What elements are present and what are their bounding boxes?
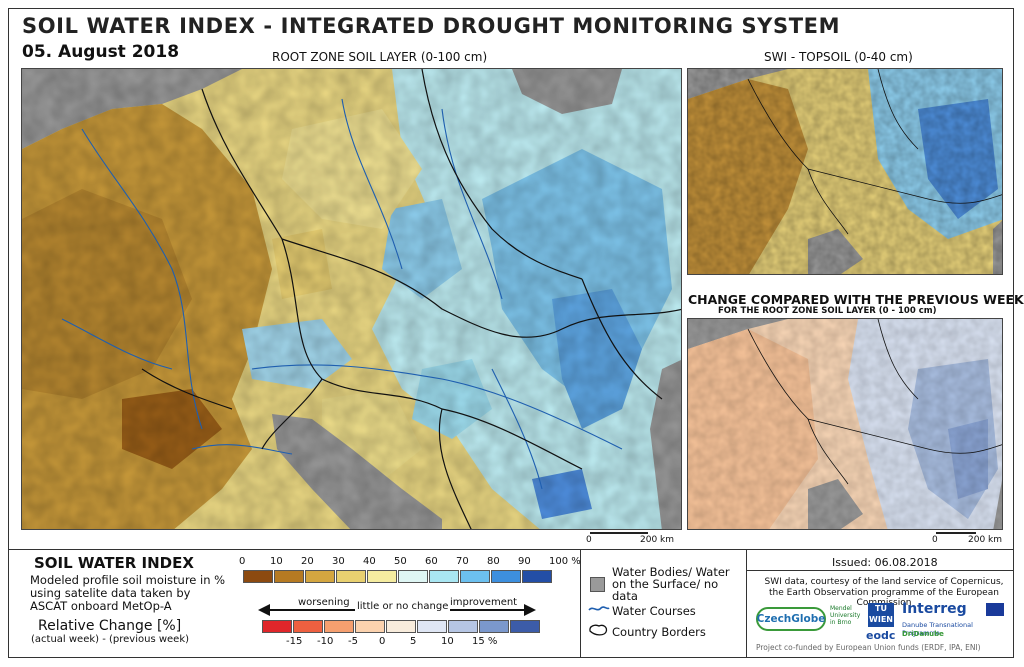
czechglobe-logo: CzechGlobe (756, 607, 826, 631)
swi-swatch-5 (398, 570, 428, 583)
eu-flag-icon (986, 603, 1004, 616)
swi-tick: 0 (239, 556, 246, 567)
change-map-sublabel: FOR THE ROOT ZONE SOIL LAYER (0 - 100 cm… (718, 306, 937, 316)
swi-swatch-9 (522, 570, 552, 583)
swi-tick: 100 % (549, 556, 581, 567)
improvement-label: improvement (448, 597, 520, 609)
swi-legend-title: SOIL WATER INDEX (34, 554, 194, 572)
change-swatch-2 (324, 620, 354, 633)
main-swi-map (21, 68, 682, 530)
change-swatch-7 (479, 620, 509, 633)
change-color-scale (262, 620, 541, 633)
water-bodies-label: Water Bodies/ Water on the Surface/ no d… (612, 565, 730, 603)
funding-note: Project co-funded by European Union fund… (756, 643, 981, 652)
country-borders-label: Country Borders (612, 625, 706, 639)
swi-swatch-4 (367, 570, 397, 583)
dridanube-logo: DriDanube (902, 630, 944, 638)
swi-tick: 60 (425, 556, 438, 567)
water-courses-icon (588, 606, 610, 611)
change-tick: 10 (441, 636, 454, 647)
swi-swatch-0 (243, 570, 273, 583)
swi-swatch-6 (429, 570, 459, 583)
czechglobe-logo-text: CzechGlobe (756, 613, 826, 625)
figure-frame (8, 8, 1014, 658)
issued-date: Issued: 06.08.2018 (832, 556, 938, 569)
relative-change-title: Relative Change [%] (38, 618, 182, 634)
topsoil-map-label: SWI - TOPSOIL (0-40 cm) (764, 50, 913, 64)
mendel-logo: Mendel University in Brno (830, 605, 861, 626)
change-swatch-5 (417, 620, 447, 633)
topsoil-swi-map (687, 68, 1003, 275)
change-swatch-3 (355, 620, 385, 633)
worsening-label: worsening (296, 597, 352, 609)
water-bodies-swatch (590, 577, 605, 592)
change-tick: 0 (379, 636, 386, 647)
change-tick: -15 (286, 636, 303, 647)
change-swatch-8 (510, 620, 540, 633)
change-swatch-1 (293, 620, 323, 633)
change-tick: -5 (348, 636, 358, 647)
swi-tick: 50 (394, 556, 407, 567)
change-tick: 15 % (472, 636, 498, 647)
eodc-logo: eodc (866, 629, 896, 642)
info-divider (746, 549, 747, 658)
no-change-label: little or no change (355, 601, 451, 613)
country-borders-icon (589, 624, 608, 636)
swi-tick: 20 (301, 556, 314, 567)
partner-logos: CzechGlobe Mendel University in Brno TU … (754, 597, 1012, 643)
swi-swatch-1 (274, 570, 304, 583)
change-swatch-0 (262, 620, 292, 633)
change-scalebar-zero: 0 (932, 535, 938, 545)
change-map-label: CHANGE COMPARED WITH THE PREVIOUS WEEK (688, 292, 1024, 307)
swi-tick: 40 (363, 556, 376, 567)
change-scalebar-distance: 200 km (968, 535, 1003, 545)
swi-tick: 80 (487, 556, 500, 567)
main-scalebar-zero: 0 (586, 535, 592, 545)
tu-wien-logo: TU WIEN (868, 603, 894, 627)
swi-tick: 90 (518, 556, 531, 567)
map-date: 05. August 2018 (22, 42, 180, 62)
swi-legend-description: Modeled profile soil moisture in % using… (30, 573, 226, 613)
swi-tick: 30 (332, 556, 345, 567)
water-courses-label: Water Courses (612, 604, 696, 618)
interreg-logo: Interreg (902, 601, 967, 617)
swi-tick: 70 (456, 556, 469, 567)
page-title: SOIL WATER INDEX - INTEGRATED DROUGHT MO… (22, 14, 841, 38)
legend-divider (580, 549, 581, 658)
swi-swatch-7 (460, 570, 490, 583)
legend-panel (8, 549, 1014, 658)
change-tick: -10 (317, 636, 334, 647)
change-swatch-4 (386, 620, 416, 633)
change-tick: 5 (410, 636, 417, 647)
main-scalebar-distance: 200 km (640, 535, 675, 545)
issued-divider (746, 570, 1014, 571)
swi-swatch-2 (305, 570, 335, 583)
swi-tick: 10 (270, 556, 283, 567)
change-map (687, 318, 1003, 530)
swi-swatch-8 (491, 570, 521, 583)
swi-color-scale (243, 570, 553, 583)
relative-change-subtitle: (actual week) - (previous week) (31, 634, 190, 645)
interreg-programme: Danube Transnational Programme (902, 621, 973, 637)
main-map-label: ROOT ZONE SOIL LAYER (0-100 cm) (272, 50, 488, 64)
swi-swatch-3 (336, 570, 366, 583)
main-scalebar: 0 200 km (586, 532, 682, 545)
change-scalebar: 0 200 km (932, 532, 1008, 545)
change-swatch-6 (448, 620, 478, 633)
